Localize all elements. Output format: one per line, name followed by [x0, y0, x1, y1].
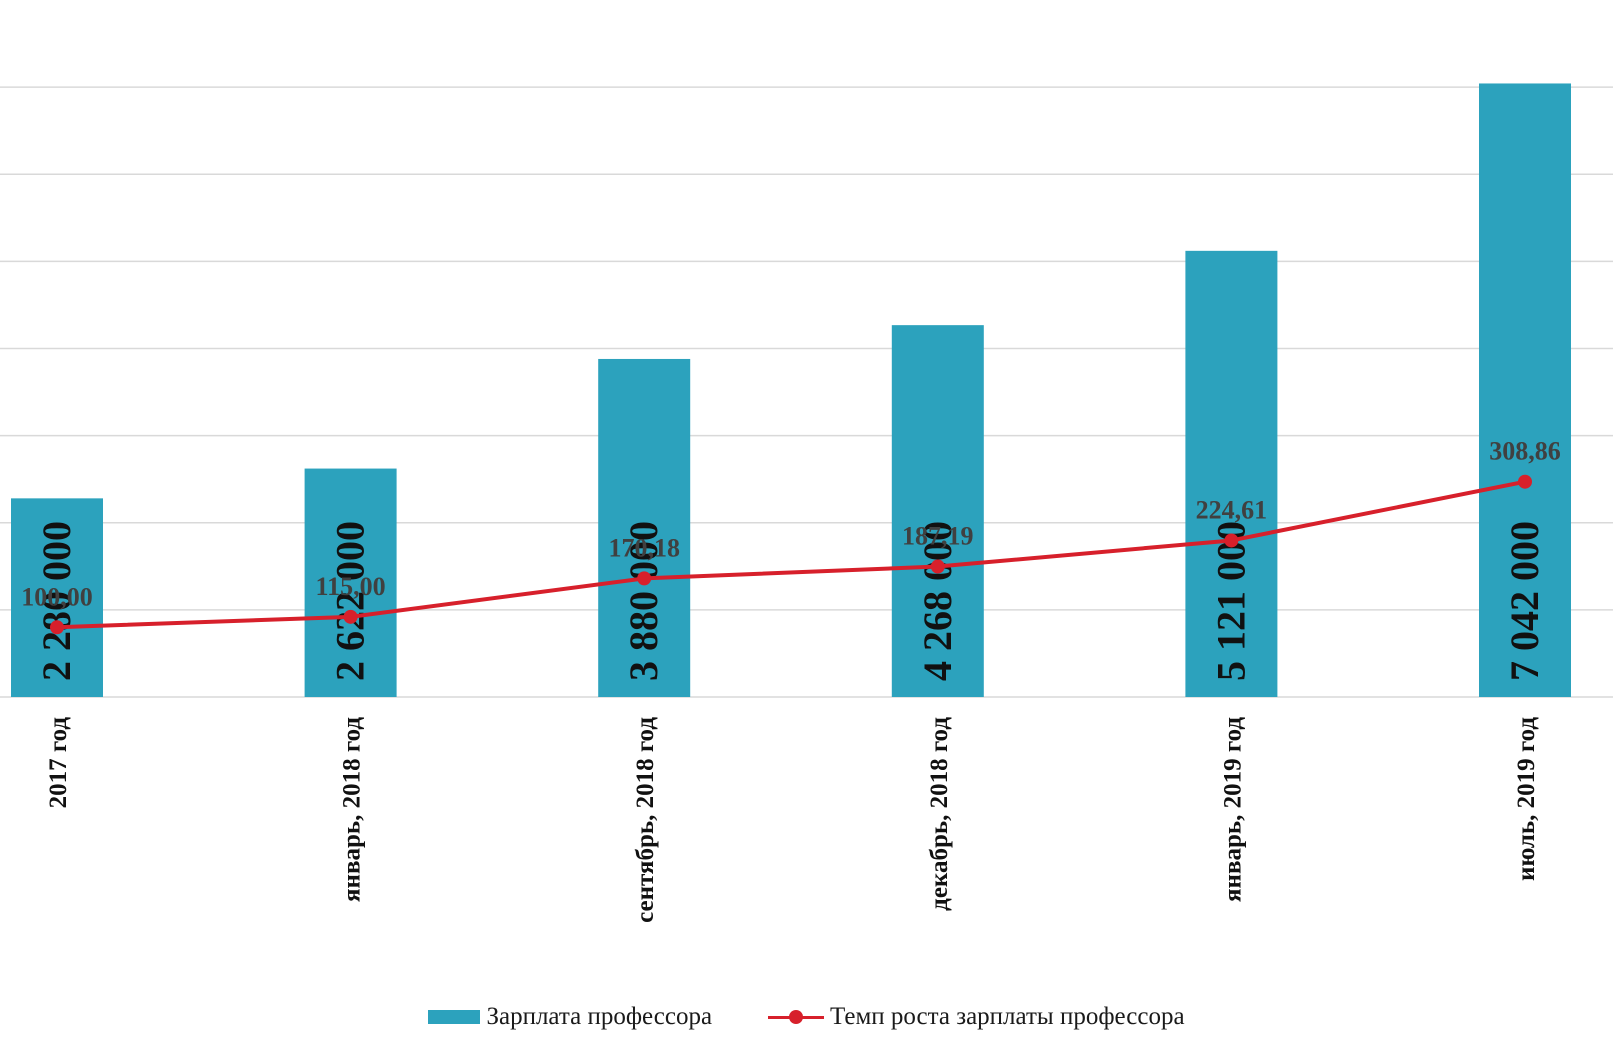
bar-value-label: 7 042 000	[1502, 521, 1547, 681]
bar	[1185, 250, 1278, 697]
bar-value-label: 4 268 000	[915, 521, 960, 681]
legend-bar-label: Зарплата профессора	[486, 1003, 713, 1030]
bar-data-labels: 2 280 000 2 622 000 3 880 000 4 268 000 5 12…	[34, 521, 1547, 681]
legend-line-label: Темп роста зарплаты профессора	[830, 1003, 1185, 1030]
gridlines	[0, 86, 1613, 698]
chart: 2 280 000 2 622 000 3 880 000 4 268 000 5 12…	[0, 83, 1613, 923]
line-value-label: 115,00	[316, 572, 386, 601]
legend-bar-swatch	[428, 1010, 481, 1024]
line-series	[50, 474, 1532, 635]
bar	[891, 325, 984, 697]
bar	[1479, 83, 1571, 697]
line-marker	[343, 609, 358, 624]
bar	[304, 468, 397, 697]
bar	[11, 498, 103, 697]
x-tick-label: декабрь, 2018 год	[926, 717, 953, 911]
line-marker	[50, 620, 64, 635]
bar-value-label: 2 622 000	[328, 521, 373, 681]
series-line	[56, 479, 1526, 630]
bar-value-label: 2 280 000	[34, 521, 79, 681]
bar-value-label: 5 121 000	[1208, 521, 1253, 681]
line-value-label: 224,61	[1196, 495, 1268, 524]
line-marker	[930, 559, 945, 574]
line-data-labels: 100,00 115,00 170,18 187,19 224,61 308,86	[21, 437, 1561, 612]
line-value-label: 308,86	[1489, 437, 1561, 466]
line-value-label: 100,00	[21, 582, 93, 611]
x-tick-label: июль, 2019 год	[1513, 717, 1540, 881]
bar-value-label: 3 880 000	[621, 521, 666, 681]
x-tick-label: январь, 2019 год	[1219, 717, 1246, 902]
bar	[598, 358, 691, 697]
x-tick-label: сентябрь, 2018 год	[632, 717, 659, 923]
bar-series	[11, 83, 1571, 697]
line-value-label: 187,19	[902, 522, 974, 551]
line-value-label: 170,18	[608, 533, 680, 562]
line-marker	[637, 571, 652, 586]
x-tick-label: 2017 год	[45, 717, 72, 809]
legend-item-line: Темп роста зарплаты профессора	[768, 1003, 1185, 1031]
line-marker	[1518, 474, 1532, 489]
legend-item-bar: Зарплата профессора	[428, 1003, 712, 1031]
x-axis-tick-labels: 2017 год январь, 2018 год сентябрь, 2018 г…	[45, 717, 1540, 923]
legend: Зарплата профессора Темп роста зарплаты …	[0, 1000, 1613, 1034]
line-marker	[1224, 533, 1239, 548]
legend-line-swatch	[768, 1007, 825, 1027]
x-tick-label: январь, 2018 год	[339, 717, 366, 902]
